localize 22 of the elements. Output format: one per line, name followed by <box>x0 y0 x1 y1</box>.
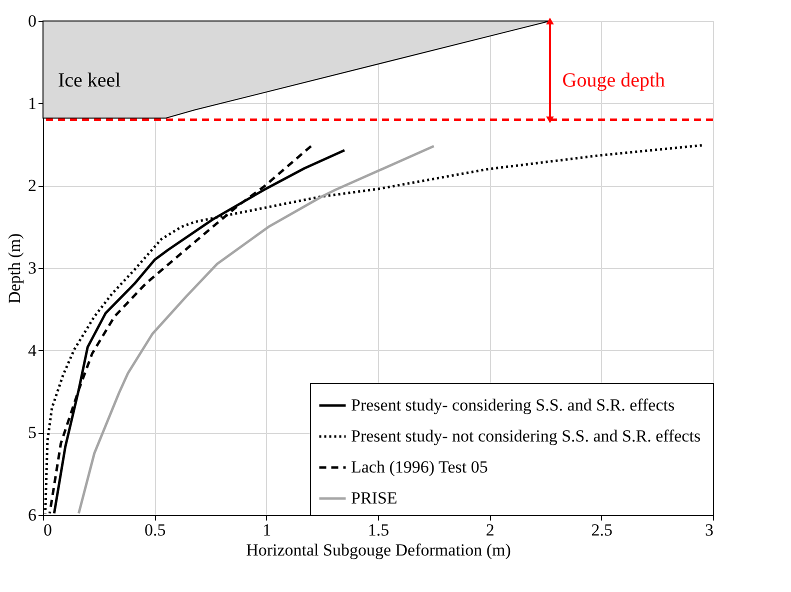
y-tick-label: 4 <box>28 340 37 360</box>
legend-label: Lach (1996) Test 05 <box>351 458 488 476</box>
y-tick-label: 3 <box>28 258 36 278</box>
y-tick-label: 5 <box>28 423 36 442</box>
annotation: Ice keel <box>58 69 122 92</box>
x-tick-label: 2.5 <box>591 520 612 540</box>
x-tick-label: 1.5 <box>368 520 390 540</box>
x-tick-label: 0 <box>44 520 52 540</box>
y-tick-label: 1 <box>28 94 36 113</box>
legend-label: PRISE <box>351 488 398 508</box>
legend-label: Present study- not considering S.S. and S.R. effects <box>351 426 701 446</box>
annotation: Gouge depth <box>562 69 666 92</box>
x-tick-label: 3 <box>705 520 714 540</box>
x-axis-title: Horizontal Subgouge Deformation (m) <box>246 540 511 560</box>
x-tick-label: 2 <box>486 520 494 540</box>
y-tick-label: 0 <box>28 12 36 30</box>
y-axis-title: Depth (m) <box>5 233 24 304</box>
x-tick-label: 0.5 <box>144 520 166 540</box>
x-tick-label: 1 <box>262 520 272 540</box>
y-tick-label: 6 <box>28 506 36 524</box>
y-tick-label: 2 <box>28 176 36 196</box>
legend-label: Present study- considering S.S. and S.R. effects <box>351 396 675 414</box>
